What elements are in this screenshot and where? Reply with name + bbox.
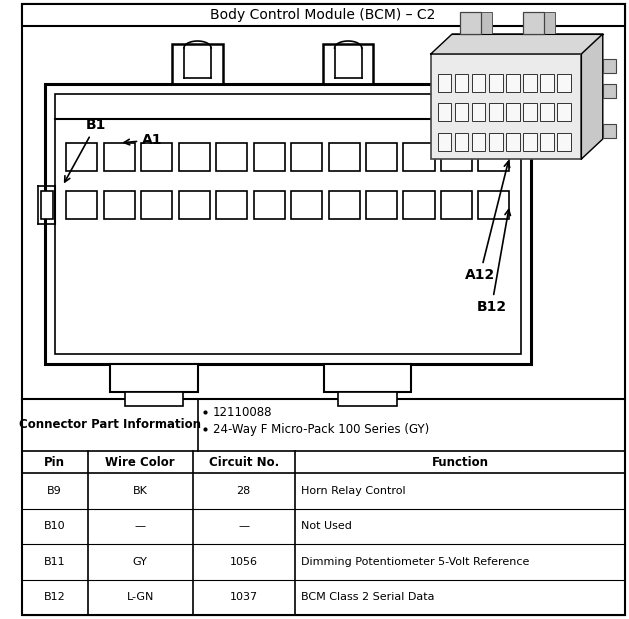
Bar (540, 103, 554, 121)
Text: B12: B12 (44, 592, 65, 602)
Text: B12: B12 (476, 210, 511, 314)
Bar (455, 74, 469, 92)
Bar (455, 133, 469, 151)
Text: A1: A1 (124, 133, 163, 147)
Text: BK: BK (133, 486, 148, 496)
Text: 1056: 1056 (230, 556, 258, 567)
Bar (253, 143, 285, 171)
Text: B11: B11 (44, 556, 65, 567)
Text: BCM Class 2 Serial Data: BCM Class 2 Serial Data (301, 592, 434, 602)
Bar (403, 191, 435, 219)
Bar (489, 133, 503, 151)
Text: Dimming Potentiometer 5-Volt Reference: Dimming Potentiometer 5-Volt Reference (301, 556, 529, 567)
Bar (441, 191, 472, 219)
Bar (603, 84, 616, 98)
Bar (216, 143, 247, 171)
Bar (441, 143, 472, 171)
Bar (179, 143, 210, 171)
Bar (142, 191, 172, 219)
Bar (603, 124, 616, 138)
Bar (460, 12, 481, 34)
Text: —: — (238, 521, 249, 531)
Bar (338, 392, 397, 406)
Bar (41, 191, 53, 219)
Text: 12110088: 12110088 (213, 405, 272, 418)
Bar (489, 74, 503, 92)
Bar (472, 133, 486, 151)
Bar (172, 44, 223, 84)
Bar (66, 191, 97, 219)
Bar (142, 143, 172, 171)
Bar (523, 74, 537, 92)
Bar (540, 133, 554, 151)
Bar (21, 4, 625, 26)
Bar (470, 12, 492, 34)
Bar (472, 103, 486, 121)
Text: 24-Way F Micro-Pack 100 Series (GY): 24-Way F Micro-Pack 100 Series (GY) (213, 423, 430, 436)
Text: B1: B1 (65, 118, 106, 182)
Bar (366, 191, 397, 219)
Text: 28: 28 (237, 486, 251, 496)
Bar (438, 74, 451, 92)
Text: B9: B9 (47, 486, 62, 496)
Bar (506, 133, 520, 151)
Bar (291, 191, 322, 219)
Text: Not Used: Not Used (301, 521, 352, 531)
Bar (479, 143, 509, 171)
Text: L-GN: L-GN (126, 592, 154, 602)
Bar (291, 143, 322, 171)
Text: 1037: 1037 (230, 592, 258, 602)
Bar (104, 143, 135, 171)
Bar (403, 143, 435, 171)
Bar (523, 103, 537, 121)
Bar (455, 103, 469, 121)
Bar (540, 74, 554, 92)
Bar (55, 94, 521, 354)
Bar (557, 133, 571, 151)
Text: Function: Function (431, 456, 488, 469)
Bar (472, 74, 486, 92)
Bar (557, 103, 571, 121)
Bar (66, 143, 97, 171)
Bar (438, 103, 451, 121)
Text: Circuit No.: Circuit No. (209, 456, 279, 469)
Bar (45, 84, 531, 364)
Text: GY: GY (133, 556, 148, 567)
Bar (110, 364, 198, 392)
Bar (557, 74, 571, 92)
Bar (523, 133, 537, 151)
Bar (506, 74, 520, 92)
Bar (534, 12, 555, 34)
Text: B10: B10 (44, 521, 65, 531)
Text: —: — (135, 521, 146, 531)
Bar (521, 94, 540, 119)
Bar (506, 103, 520, 121)
Bar (431, 54, 581, 159)
Text: Horn Relay Control: Horn Relay Control (301, 486, 405, 496)
Bar (438, 133, 451, 151)
Bar (479, 191, 509, 219)
Bar (104, 191, 135, 219)
Bar (324, 364, 411, 392)
Bar (523, 12, 545, 34)
Bar (366, 143, 397, 171)
Bar (179, 191, 210, 219)
Text: A12: A12 (465, 162, 509, 282)
Bar (253, 191, 285, 219)
Bar (216, 191, 247, 219)
Bar (323, 44, 374, 84)
Bar (489, 103, 503, 121)
Text: Connector Part Information: Connector Part Information (19, 418, 201, 431)
Text: Body Control Module (BCM) – C2: Body Control Module (BCM) – C2 (210, 8, 436, 22)
Text: Pin: Pin (44, 456, 65, 469)
Bar (328, 191, 360, 219)
Text: Wire Color: Wire Color (106, 456, 175, 469)
Polygon shape (431, 34, 603, 54)
Polygon shape (581, 34, 603, 159)
Bar (125, 392, 183, 406)
Bar (328, 143, 360, 171)
Bar (603, 59, 616, 73)
